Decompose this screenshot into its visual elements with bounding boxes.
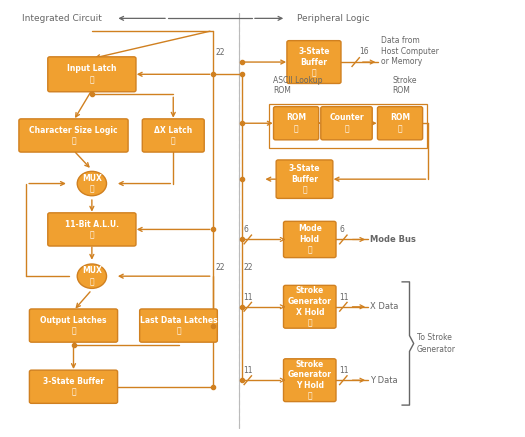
FancyBboxPatch shape <box>48 57 136 92</box>
Text: 3-State Buffer
Ⓗ: 3-State Buffer Ⓗ <box>43 377 104 397</box>
FancyBboxPatch shape <box>284 285 336 328</box>
Text: 11: 11 <box>339 366 349 375</box>
FancyBboxPatch shape <box>284 221 336 257</box>
Text: 3-State
Buffer
Ⓙ: 3-State Buffer Ⓙ <box>298 47 330 77</box>
FancyBboxPatch shape <box>321 107 372 140</box>
FancyBboxPatch shape <box>284 359 336 402</box>
Text: Stroke
Generator
Y Hold
Ⓠ: Stroke Generator Y Hold Ⓠ <box>288 360 332 401</box>
Text: 11-Bit A.L.U.
Ⓔ: 11-Bit A.L.U. Ⓔ <box>65 219 119 239</box>
Text: Stroke
ROM: Stroke ROM <box>392 76 417 95</box>
Text: ΔX Latch
Ⓒ: ΔX Latch Ⓒ <box>154 125 192 146</box>
Text: 11: 11 <box>244 292 253 302</box>
Circle shape <box>77 264 107 288</box>
FancyBboxPatch shape <box>19 119 128 152</box>
FancyBboxPatch shape <box>276 160 333 198</box>
Text: Mode Bus: Mode Bus <box>370 235 415 244</box>
Text: Stroke
Generator
X Hold
Ⓟ: Stroke Generator X Hold Ⓟ <box>288 286 332 327</box>
Text: Counter
Ⓛ: Counter Ⓛ <box>329 113 364 133</box>
FancyBboxPatch shape <box>48 213 136 246</box>
FancyBboxPatch shape <box>287 41 341 83</box>
Text: Integrated Circuit: Integrated Circuit <box>23 14 102 23</box>
Text: To Stroke
Generator: To Stroke Generator <box>417 333 456 354</box>
Text: ROM
Ⓚ: ROM Ⓚ <box>286 113 306 133</box>
Text: 11: 11 <box>244 366 253 375</box>
FancyBboxPatch shape <box>142 119 204 152</box>
Text: 16: 16 <box>359 47 369 56</box>
FancyBboxPatch shape <box>29 309 118 342</box>
Text: 22: 22 <box>243 263 253 272</box>
Text: ASCII Lookup
ROM: ASCII Lookup ROM <box>273 76 322 95</box>
Text: Y Data: Y Data <box>370 376 397 385</box>
Circle shape <box>77 171 107 196</box>
Text: MUX
Ⓕ: MUX Ⓕ <box>82 267 102 286</box>
Bar <box>269 104 427 148</box>
Text: Mode
Hold
Ⓞ: Mode Hold Ⓞ <box>298 224 322 255</box>
FancyBboxPatch shape <box>377 107 423 140</box>
Text: 3-State
Buffer
Ⓝ: 3-State Buffer Ⓝ <box>289 164 320 194</box>
Text: 6: 6 <box>244 225 248 234</box>
FancyBboxPatch shape <box>274 107 319 140</box>
Text: Last Data Latches
Ⓘ: Last Data Latches Ⓘ <box>140 316 217 336</box>
FancyBboxPatch shape <box>140 309 217 342</box>
Text: 22: 22 <box>215 263 225 272</box>
Text: Character Size Logic
Ⓑ: Character Size Logic Ⓑ <box>29 125 118 146</box>
Text: 11: 11 <box>339 292 349 302</box>
Text: MUX
Ⓓ: MUX Ⓓ <box>82 174 102 193</box>
Text: ROM
Ⓜ: ROM Ⓜ <box>390 113 410 133</box>
Text: Data from
Host Computer
or Memory: Data from Host Computer or Memory <box>381 36 439 66</box>
Text: 6: 6 <box>339 225 344 234</box>
Text: Peripheral Logic: Peripheral Logic <box>297 14 369 23</box>
Text: Input Latch
Ⓐ: Input Latch Ⓐ <box>67 64 117 84</box>
Text: Output Latches
Ⓖ: Output Latches Ⓖ <box>40 316 107 336</box>
Text: X Data: X Data <box>370 302 398 311</box>
FancyBboxPatch shape <box>29 370 118 403</box>
Text: 22: 22 <box>215 48 225 57</box>
